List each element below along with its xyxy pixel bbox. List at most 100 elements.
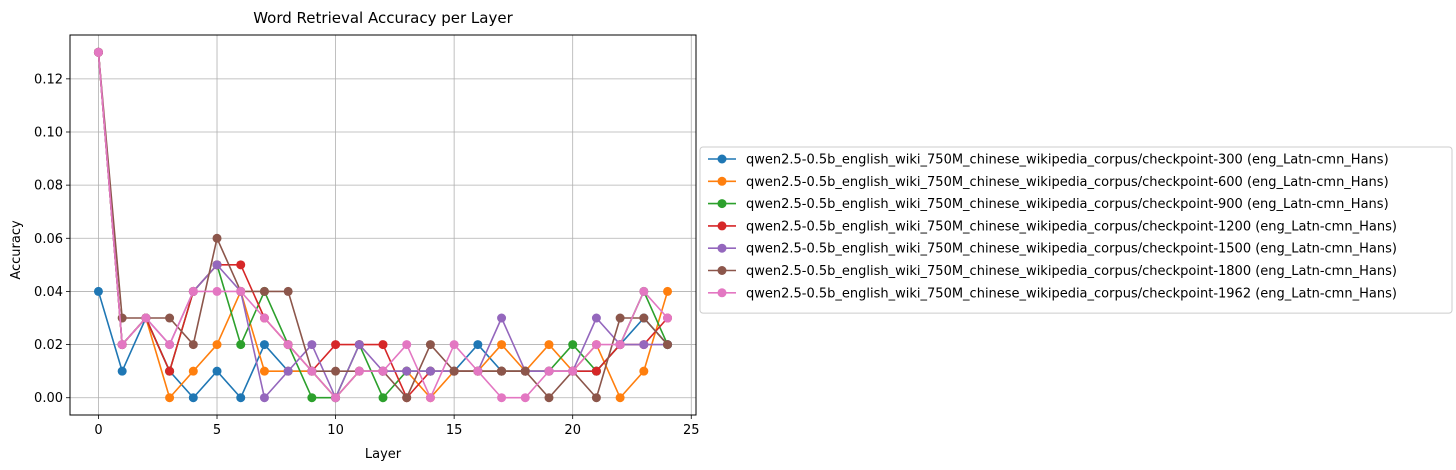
data-point bbox=[283, 286, 293, 296]
chart-title: Word Retrieval Accuracy per Layer bbox=[253, 9, 513, 27]
data-point bbox=[165, 366, 175, 376]
data-point bbox=[307, 340, 317, 350]
x-axis-label: Layer bbox=[365, 447, 402, 462]
data-point bbox=[331, 366, 341, 376]
data-point bbox=[449, 366, 459, 376]
data-point bbox=[663, 340, 673, 350]
legend-marker bbox=[717, 288, 727, 298]
data-point bbox=[165, 393, 175, 403]
data-point bbox=[259, 313, 269, 323]
y-tick-label: 0.04 bbox=[34, 285, 63, 300]
data-point bbox=[212, 286, 222, 296]
data-point bbox=[473, 340, 483, 350]
data-point bbox=[141, 313, 151, 323]
legend-marker bbox=[717, 199, 727, 209]
legend-label: qwen2.5-0.5b_english_wiki_750M_chinese_w… bbox=[746, 153, 1389, 168]
data-point bbox=[283, 366, 293, 376]
axes-frame bbox=[69, 34, 697, 416]
data-point bbox=[425, 393, 435, 403]
data-point bbox=[402, 366, 412, 376]
data-point bbox=[615, 340, 625, 350]
data-point bbox=[520, 366, 530, 376]
legend-label: qwen2.5-0.5b_english_wiki_750M_chinese_w… bbox=[746, 175, 1389, 190]
legend-marker bbox=[717, 243, 727, 253]
legend-box bbox=[699, 146, 1453, 314]
data-point bbox=[497, 393, 507, 403]
x-tick-label: 15 bbox=[446, 423, 463, 438]
data-point bbox=[331, 393, 341, 403]
data-point bbox=[93, 286, 103, 296]
data-point bbox=[402, 340, 412, 350]
data-point bbox=[378, 366, 388, 376]
legend-marker bbox=[717, 176, 727, 186]
legend: qwen2.5-0.5b_english_wiki_750M_chinese_w… bbox=[699, 146, 1453, 314]
data-point bbox=[236, 260, 246, 270]
data-point bbox=[449, 340, 459, 350]
data-point bbox=[354, 340, 364, 350]
legend-item: qwen2.5-0.5b_english_wiki_750M_chinese_w… bbox=[708, 286, 1397, 301]
data-point bbox=[259, 340, 269, 350]
legend-label: qwen2.5-0.5b_english_wiki_750M_chinese_w… bbox=[746, 242, 1397, 257]
series-4 bbox=[93, 47, 673, 403]
data-point bbox=[378, 393, 388, 403]
data-point bbox=[473, 366, 483, 376]
legend-item: qwen2.5-0.5b_english_wiki_750M_chinese_w… bbox=[708, 264, 1397, 279]
series-layer bbox=[93, 47, 673, 403]
data-point bbox=[188, 286, 198, 296]
data-point bbox=[639, 366, 649, 376]
x-tick-label: 20 bbox=[564, 423, 581, 438]
data-point bbox=[615, 393, 625, 403]
data-point bbox=[425, 366, 435, 376]
data-point bbox=[497, 313, 507, 323]
y-tick-label: 0.10 bbox=[34, 125, 63, 140]
data-point bbox=[165, 313, 175, 323]
data-point bbox=[639, 286, 649, 296]
legend-label: qwen2.5-0.5b_english_wiki_750M_chinese_w… bbox=[746, 264, 1397, 279]
legend-marker bbox=[717, 221, 727, 231]
data-point bbox=[212, 260, 222, 270]
legend-item: qwen2.5-0.5b_english_wiki_750M_chinese_w… bbox=[708, 175, 1389, 190]
data-point bbox=[520, 393, 530, 403]
data-point bbox=[639, 313, 649, 323]
data-point bbox=[663, 313, 673, 323]
data-point bbox=[591, 313, 601, 323]
data-point bbox=[615, 313, 625, 323]
y-tick-label: 0.02 bbox=[34, 338, 63, 353]
data-point bbox=[212, 366, 222, 376]
x-tick-label: 5 bbox=[213, 423, 221, 438]
data-point bbox=[307, 393, 317, 403]
data-point bbox=[212, 340, 222, 350]
data-point bbox=[236, 286, 246, 296]
data-point bbox=[425, 340, 435, 350]
data-point bbox=[259, 393, 269, 403]
data-point bbox=[568, 366, 578, 376]
data-point bbox=[283, 340, 293, 350]
data-point bbox=[212, 233, 222, 243]
data-point bbox=[591, 340, 601, 350]
legend-label: qwen2.5-0.5b_english_wiki_750M_chinese_w… bbox=[746, 197, 1389, 212]
data-point bbox=[639, 340, 649, 350]
legend-marker bbox=[717, 266, 727, 275]
data-point bbox=[568, 340, 578, 350]
grid bbox=[70, 35, 696, 415]
ticks: 0 5 10 15 20 25 0.00 0.02 0.04 0.06 0.08 0.10 0.12 bbox=[34, 72, 699, 438]
y-tick-label: 0.08 bbox=[34, 179, 63, 194]
y-tick-label: 0.06 bbox=[34, 232, 63, 247]
data-point bbox=[259, 366, 269, 376]
legend-item: qwen2.5-0.5b_english_wiki_750M_chinese_w… bbox=[708, 219, 1397, 234]
data-point bbox=[591, 366, 601, 376]
legend-label: qwen2.5-0.5b_english_wiki_750M_chinese_w… bbox=[746, 219, 1397, 234]
data-point bbox=[93, 47, 103, 57]
data-point bbox=[544, 393, 554, 403]
data-point bbox=[354, 366, 364, 376]
x-tick-label: 25 bbox=[683, 423, 700, 438]
data-point bbox=[188, 393, 198, 403]
legend-item: qwen2.5-0.5b_english_wiki_750M_chinese_w… bbox=[708, 153, 1389, 168]
x-tick-label: 0 bbox=[94, 423, 102, 438]
data-point bbox=[544, 340, 554, 350]
data-point bbox=[188, 366, 198, 376]
y-tick-label: 0.12 bbox=[34, 72, 63, 87]
data-point bbox=[117, 340, 127, 350]
data-point bbox=[663, 286, 673, 296]
